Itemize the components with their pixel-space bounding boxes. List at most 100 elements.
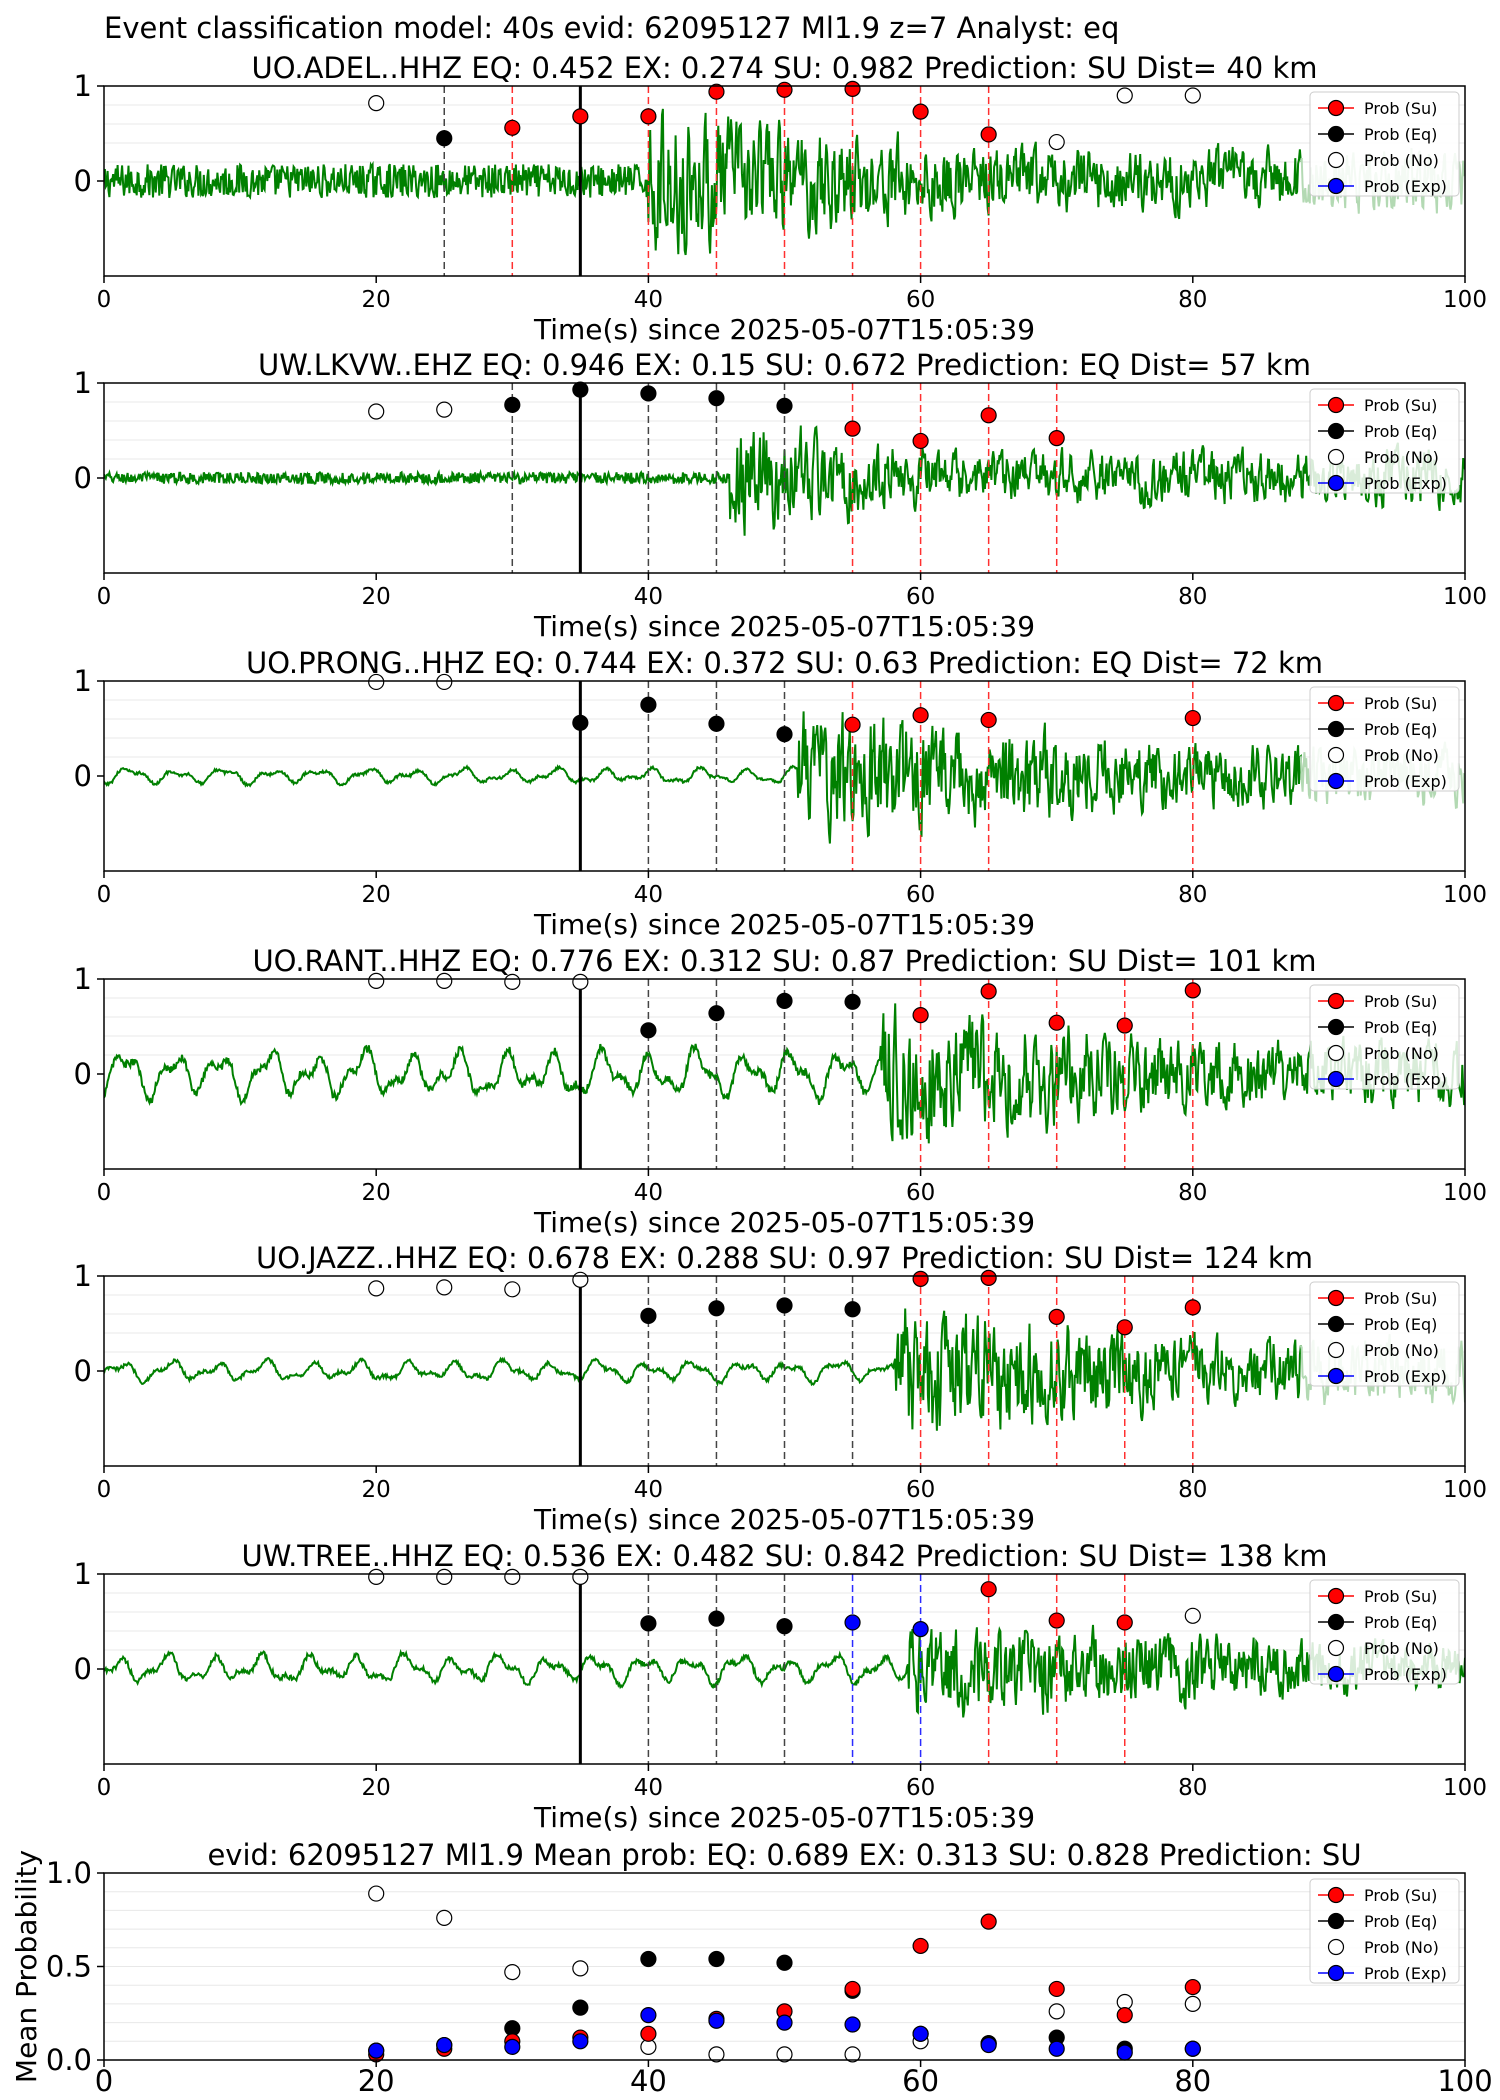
no-prob-point (436, 673, 453, 691)
no-prob-point (368, 972, 385, 990)
panel-title: UO.PRONG..HHZ EQ: 0.744 EX: 0.372 SU: 0.… (246, 646, 1323, 680)
panel-title: UW.LKVW..EHZ EQ: 0.946 EX: 0.15 SU: 0.67… (258, 348, 1311, 382)
x-tick-label: 20 (362, 584, 391, 610)
legend-item-no-label: Prob (No) (1364, 448, 1439, 467)
legend-item-exp-marker (1327, 474, 1345, 492)
legend-item-exp-marker (1327, 1964, 1345, 1982)
x-tick-label: 100 (1443, 1775, 1487, 1801)
eq-prob-point (436, 130, 453, 147)
su-prob-point (1048, 430, 1065, 447)
legend-item-no-label: Prob (No) (1364, 746, 1439, 765)
eq-prob-point (708, 1300, 725, 1317)
exp-prob-point (572, 2033, 589, 2050)
legend-item-eq-marker (1327, 1613, 1345, 1631)
su-prob-point (912, 1937, 929, 1955)
x-tick-label: 0 (97, 1180, 112, 1206)
legend: Prob (Su) Prob (Eq) Prob (No) Prob (Exp) (1309, 984, 1460, 1090)
exp-prob-point (844, 1614, 861, 1631)
exp-prob-point (1184, 2040, 1201, 2057)
y-tick-label: 0 (74, 461, 92, 495)
x-tick-label: 60 (906, 287, 935, 313)
legend-box (1309, 1281, 1460, 1387)
x-tick-label: 60 (902, 2064, 939, 2098)
eq-prob-point (776, 1297, 793, 1314)
x-tick-label: 80 (1178, 1775, 1207, 1801)
eq-prob-point (776, 992, 793, 1009)
no-prob-point (1184, 1607, 1201, 1624)
no-prob-point (504, 1964, 521, 1981)
su-prob-point (844, 420, 861, 437)
su-prob-point (844, 716, 861, 733)
no-prob-point (1048, 133, 1065, 151)
no-prob-point (708, 2046, 725, 2063)
x-tick-label: 80 (1174, 2064, 1211, 2098)
legend-item-su-marker (1327, 99, 1345, 117)
no-prob-point (572, 973, 589, 990)
no-prob-point (1184, 87, 1201, 104)
plot-area (104, 86, 1465, 276)
legend-item-su-label: Prob (Su) (1364, 396, 1437, 415)
x-tick-label: 20 (362, 1180, 391, 1206)
x-tick-label: 40 (634, 1180, 663, 1206)
y-tick-label: 1 (74, 962, 92, 996)
legend-item-eq-marker (1327, 1018, 1345, 1036)
no-prob-point (436, 401, 453, 418)
no-prob-point (368, 673, 385, 691)
eq-prob-point (708, 1610, 725, 1627)
exp-prob-point (844, 2016, 861, 2033)
su-prob-point (640, 108, 657, 125)
exp-prob-point (640, 2007, 657, 2024)
eq-prob-point (572, 1999, 589, 2016)
legend-item-eq-label: Prob (Eq) (1364, 1912, 1437, 1931)
su-prob-point (1184, 709, 1201, 727)
legend-item-no-label: Prob (No) (1364, 1639, 1439, 1658)
legend-item-no-marker (1327, 746, 1345, 764)
no-prob-point (844, 2046, 861, 2063)
legend-box (1309, 984, 1460, 1090)
su-prob-point (1184, 1978, 1201, 1996)
x-tick-label: 60 (906, 1775, 935, 1801)
x-tick-label: 20 (362, 287, 391, 313)
x-tick-label: 0 (95, 2064, 113, 2098)
su-prob-point (912, 103, 929, 120)
su-prob-point (844, 1980, 861, 1998)
legend-item-su-marker (1327, 992, 1345, 1010)
legend-item-su-label: Prob (Su) (1364, 1886, 1437, 1905)
x-tick-label: 0 (97, 1477, 112, 1503)
x-tick-label: 0 (97, 882, 112, 908)
legend-item-no-label: Prob (No) (1364, 1044, 1439, 1063)
no-prob-point (572, 1960, 589, 1977)
su-prob-point (980, 126, 997, 143)
x-tick-label: 20 (362, 1775, 391, 1801)
legend-item-no-marker (1327, 448, 1345, 466)
eq-prob-point (640, 1950, 657, 1968)
legend-item-no-marker (1327, 151, 1345, 169)
su-prob-point (912, 1270, 929, 1287)
panel-5: UO.JAZZ..HHZ EQ: 0.678 EX: 0.288 SU: 0.9… (74, 1241, 1487, 1536)
exp-prob-point (912, 1620, 929, 1638)
x-tick-label: 40 (630, 2064, 667, 2098)
legend-item-eq-label: Prob (Eq) (1364, 1315, 1437, 1334)
panel-title: evid: 62095127 Ml1.9 Mean prob: EQ: 0.68… (207, 1838, 1361, 1872)
eq-prob-point (844, 1301, 861, 1318)
legend-item-eq-marker (1327, 720, 1345, 738)
legend-item-su-marker (1327, 1587, 1345, 1605)
legend-item-eq-marker (1327, 125, 1345, 143)
exp-prob-point (436, 2036, 453, 2054)
legend-item-no-marker (1327, 1044, 1345, 1062)
no-prob-point (504, 973, 521, 990)
y-tick-label: 0 (74, 1652, 92, 1686)
no-prob-point (436, 1279, 453, 1296)
x-tick-label: 80 (1178, 882, 1207, 908)
panel-6: UW.TREE..HHZ EQ: 0.536 EX: 0.482 SU: 0.8… (74, 1539, 1487, 1834)
y-tick-label: 0.5 (46, 1950, 92, 1984)
eq-prob-point (776, 1618, 793, 1635)
su-prob-point (572, 108, 589, 125)
su-prob-point (776, 81, 793, 98)
legend-item-eq-label: Prob (Eq) (1364, 1018, 1437, 1037)
legend-box (1309, 1579, 1460, 1685)
x-axis-label: Time(s) since 2025-05-07T15:05:39 (533, 908, 1035, 941)
panel-7: evid: 62095127 Ml1.9 Mean prob: EQ: 0.68… (10, 1838, 1493, 2098)
no-prob-point (368, 94, 385, 112)
